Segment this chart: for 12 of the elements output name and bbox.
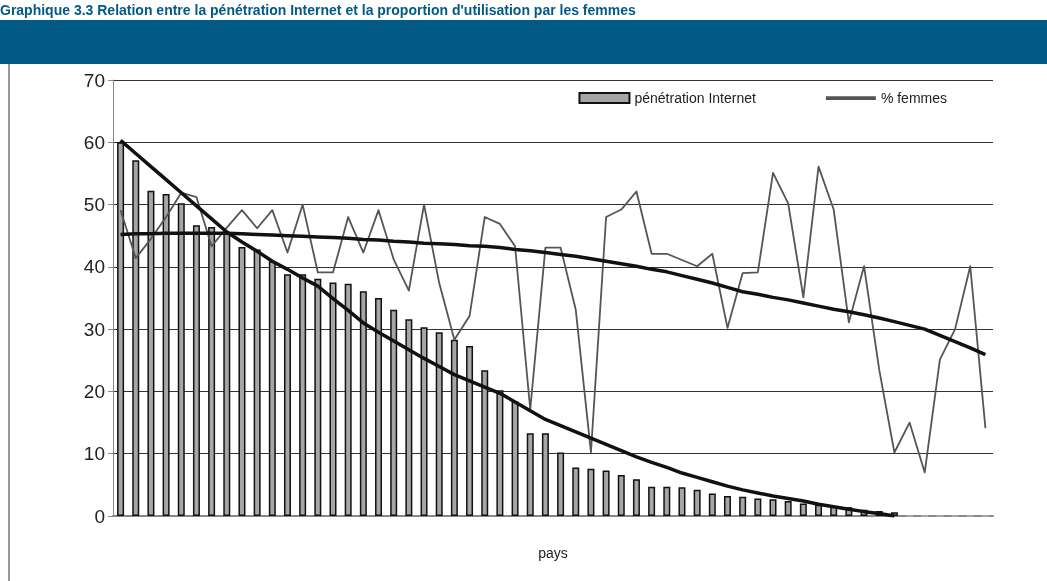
legend-label: % femmes bbox=[880, 90, 947, 106]
y-tick-label: 10 bbox=[83, 443, 105, 465]
y-tick-label: 60 bbox=[83, 131, 105, 153]
chart-title: Graphique 3.3 Relation entre la pénétration Internet et la proportion d'utilisation par les femmes bbox=[0, 1, 636, 20]
y-tick-label: 70 bbox=[83, 69, 105, 91]
y-tick-label: 40 bbox=[83, 256, 105, 278]
legend-label: pénétration Internet bbox=[634, 90, 756, 106]
x-axis-title: pays bbox=[538, 545, 568, 561]
y-tick-label: 50 bbox=[83, 194, 105, 216]
y-tick-label: 0 bbox=[94, 505, 105, 527]
y-tick-label: 30 bbox=[83, 318, 105, 340]
y-tick-label: 20 bbox=[83, 380, 105, 402]
